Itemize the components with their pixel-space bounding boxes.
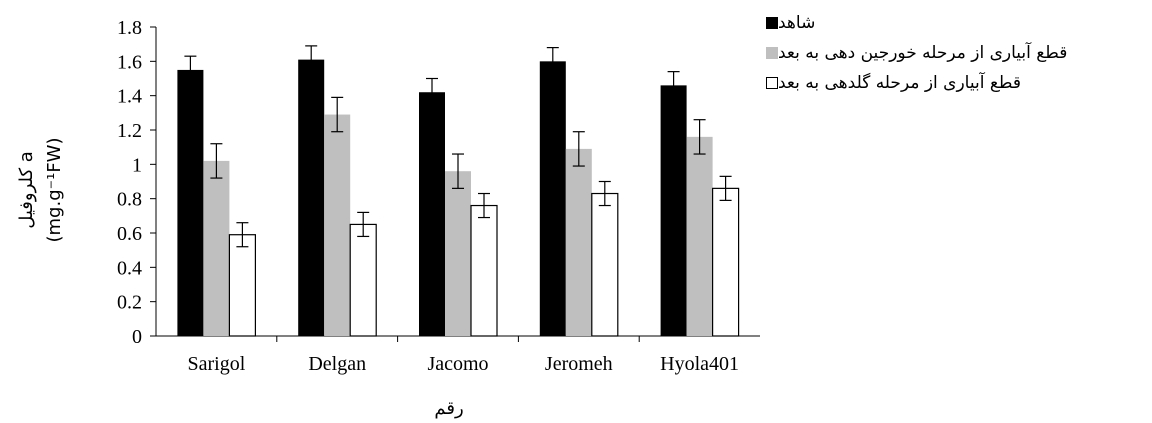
bar xyxy=(470,204,498,337)
y-tick-label: 1.6 xyxy=(117,51,142,73)
y-tick-label: 1 xyxy=(132,154,142,176)
y-tick-label: 1.4 xyxy=(117,86,142,108)
bar xyxy=(203,160,230,336)
legend-swatch xyxy=(766,17,778,29)
legend-label: قطع آبیاری از مرحله گلدهی به بعد xyxy=(778,73,1021,93)
x-tick-label: Jacomo xyxy=(427,353,488,375)
bar xyxy=(298,59,325,336)
legend-item: قطع آبیاری از مرحله گلدهی به بعد xyxy=(760,68,1150,98)
bar xyxy=(228,234,256,337)
legend-item: قطع آبیاری از مرحله خورجین دهی به بعد xyxy=(760,38,1150,68)
y-axis-label: کلروفیل a (mg.g⁻¹FW) xyxy=(16,137,65,242)
legend: شاهد قطع آبیاری از مرحله خورجین دهی به بع… xyxy=(760,8,1150,98)
legend-label: قطع آبیاری از مرحله خورجین دهی به بعد xyxy=(778,43,1068,63)
y-axis-unit: (mg.g⁻¹FW) xyxy=(44,137,65,242)
legend-swatch xyxy=(766,47,778,59)
y-tick-label: 1.8 xyxy=(117,17,142,39)
legend-item: شاهد xyxy=(760,8,1150,38)
x-axis-title: رقم xyxy=(434,398,463,419)
y-axis-title: کلروفیل a xyxy=(16,151,37,229)
legend-label: شاهد xyxy=(778,13,816,33)
bar xyxy=(177,69,204,337)
y-tick-label: 0.8 xyxy=(117,189,142,211)
x-tick-label: Hyola401 xyxy=(660,353,739,375)
x-tick-label: Delgan xyxy=(308,353,366,375)
bar xyxy=(591,192,619,337)
x-tick-label: Jeromeh xyxy=(545,353,613,375)
y-tick-label: 0.6 xyxy=(117,223,142,245)
x-tick-label: Sarigol xyxy=(188,353,246,375)
bar xyxy=(565,148,592,336)
bar xyxy=(711,187,740,337)
plot-area: 0 0.2 0.4 0.6 0.8 1 1.2 1.4 1.6 1.8 Sarigol Delgan J… xyxy=(117,17,760,375)
bar xyxy=(349,223,377,337)
bar xyxy=(660,85,687,336)
legend-swatch xyxy=(766,77,778,89)
y-tick-label: 0.2 xyxy=(117,292,142,314)
bar xyxy=(324,114,351,336)
y-tick-label: 1.2 xyxy=(117,120,142,142)
bar xyxy=(445,171,471,336)
bar xyxy=(686,136,713,336)
y-tick-label: 0 xyxy=(132,326,142,348)
y-tick-label: 0.4 xyxy=(117,257,142,279)
bar xyxy=(539,61,566,336)
bar xyxy=(419,92,445,336)
